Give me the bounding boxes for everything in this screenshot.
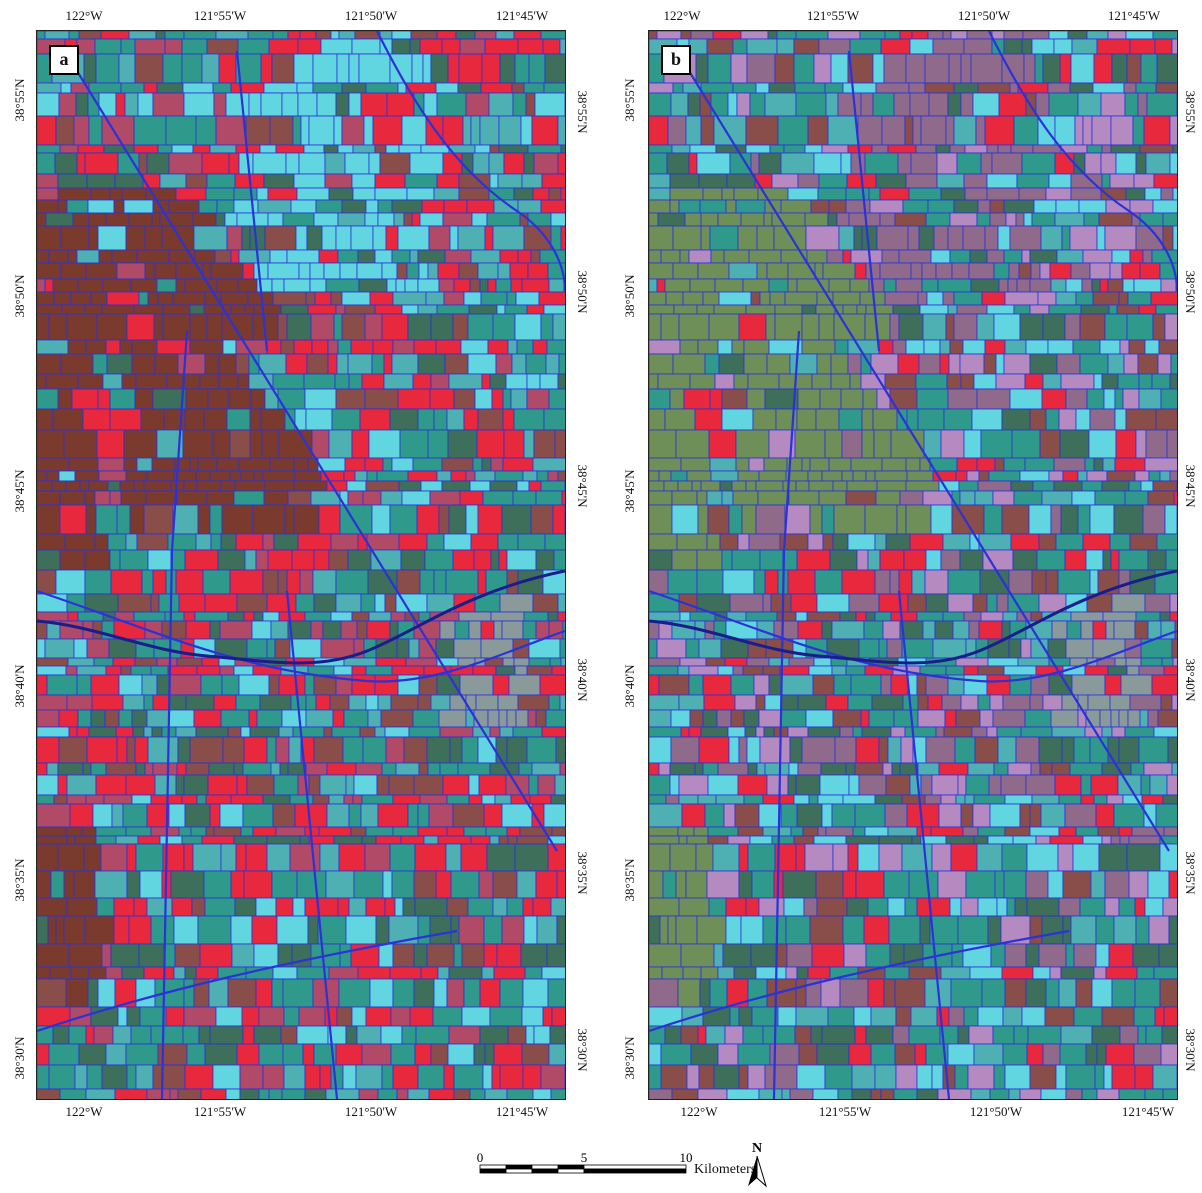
satellite-map-b bbox=[649, 31, 1177, 1099]
lon-tick-top-b-1: 122°W bbox=[663, 8, 701, 23]
lat-tick-right-a-1: 38°55'N bbox=[575, 90, 590, 134]
lon-tick-bottom-b-1: 122°W bbox=[680, 1104, 718, 1119]
panel-label-a: a bbox=[49, 45, 79, 75]
scale-bar-segments bbox=[479, 1164, 687, 1174]
lon-tick-bottom-b-4: 121°45'W bbox=[1121, 1104, 1175, 1119]
north-label: N bbox=[752, 1141, 762, 1156]
lat-tick-left-b-5: 38°35'N bbox=[622, 858, 637, 902]
lat-tick-right-a-5: 38°35'N bbox=[575, 851, 590, 895]
scale-label-5: 5 bbox=[581, 1150, 588, 1165]
lat-tick-right-a-2: 38°50'N bbox=[575, 270, 590, 314]
lat-tick-left-a-3: 38°45'N bbox=[12, 469, 27, 513]
lat-tick-right-b-5: 38°35'N bbox=[1183, 851, 1198, 895]
scale-unit-label: Kilometers bbox=[694, 1162, 757, 1177]
scale-label-10: 10 bbox=[680, 1150, 693, 1165]
lat-tick-right-b-6: 38°30'N bbox=[1183, 1028, 1198, 1072]
lat-tick-left-b-6: 38°30'N bbox=[622, 1036, 637, 1080]
lat-tick-left-b-1: 38°55'N bbox=[622, 78, 637, 122]
scale-bar: 0 5 10 bbox=[477, 1150, 693, 1174]
lon-tick-bottom-b-3: 121°50'W bbox=[969, 1104, 1023, 1119]
lat-tick-left-a-5: 38°35'N bbox=[12, 858, 27, 902]
panel-label-b: b bbox=[661, 45, 691, 75]
lon-tick-top-b-2: 121°55'W bbox=[806, 8, 860, 23]
lat-tick-right-b-2: 38°50'N bbox=[1183, 270, 1198, 314]
map-panel-a: a bbox=[36, 30, 566, 1100]
lon-tick-bottom-b-2: 121°55'W bbox=[818, 1104, 872, 1119]
lat-tick-left-a-6: 38°30'N bbox=[12, 1036, 27, 1080]
lat-tick-right-a-6: 38°30'N bbox=[575, 1028, 590, 1072]
lon-tick-top-a-4: 121°45'W bbox=[495, 8, 549, 23]
lat-tick-right-a-4: 38°40'N bbox=[575, 658, 590, 702]
scale-label-0: 0 bbox=[477, 1150, 484, 1165]
map-panel-b: b bbox=[648, 30, 1178, 1100]
lon-tick-bottom-a-1: 122°W bbox=[65, 1104, 103, 1119]
north-arrow-icon: N bbox=[748, 1141, 767, 1188]
satellite-map-a bbox=[37, 31, 565, 1099]
lat-tick-left-b-3: 38°45'N bbox=[622, 469, 637, 513]
lon-tick-top-a-3: 121°50'W bbox=[344, 8, 398, 23]
lat-tick-left-a-4: 38°40'N bbox=[12, 664, 27, 708]
lat-tick-left-b-2: 38°50'N bbox=[622, 274, 637, 318]
lon-tick-bottom-a-2: 121°55'W bbox=[193, 1104, 247, 1119]
lat-tick-left-a-2: 38°50'N bbox=[12, 274, 27, 318]
lat-tick-right-b-3: 38°45'N bbox=[1183, 464, 1198, 508]
lon-tick-top-b-4: 121°45'W bbox=[1107, 8, 1161, 23]
lat-tick-right-a-3: 38°45'N bbox=[575, 464, 590, 508]
lat-tick-left-b-4: 38°40'N bbox=[622, 664, 637, 708]
lat-tick-left-a-1: 38°55'N bbox=[12, 78, 27, 122]
lon-tick-bottom-a-4: 121°45'W bbox=[495, 1104, 549, 1119]
lat-tick-right-b-4: 38°40'N bbox=[1183, 658, 1198, 702]
lon-tick-bottom-a-3: 121°50'W bbox=[344, 1104, 398, 1119]
lon-tick-top-b-3: 121°50'W bbox=[957, 8, 1011, 23]
lat-tick-right-b-1: 38°55'N bbox=[1183, 90, 1198, 134]
lon-tick-top-a-2: 121°55'W bbox=[193, 8, 247, 23]
lon-tick-top-a-1: 122°W bbox=[65, 8, 103, 23]
